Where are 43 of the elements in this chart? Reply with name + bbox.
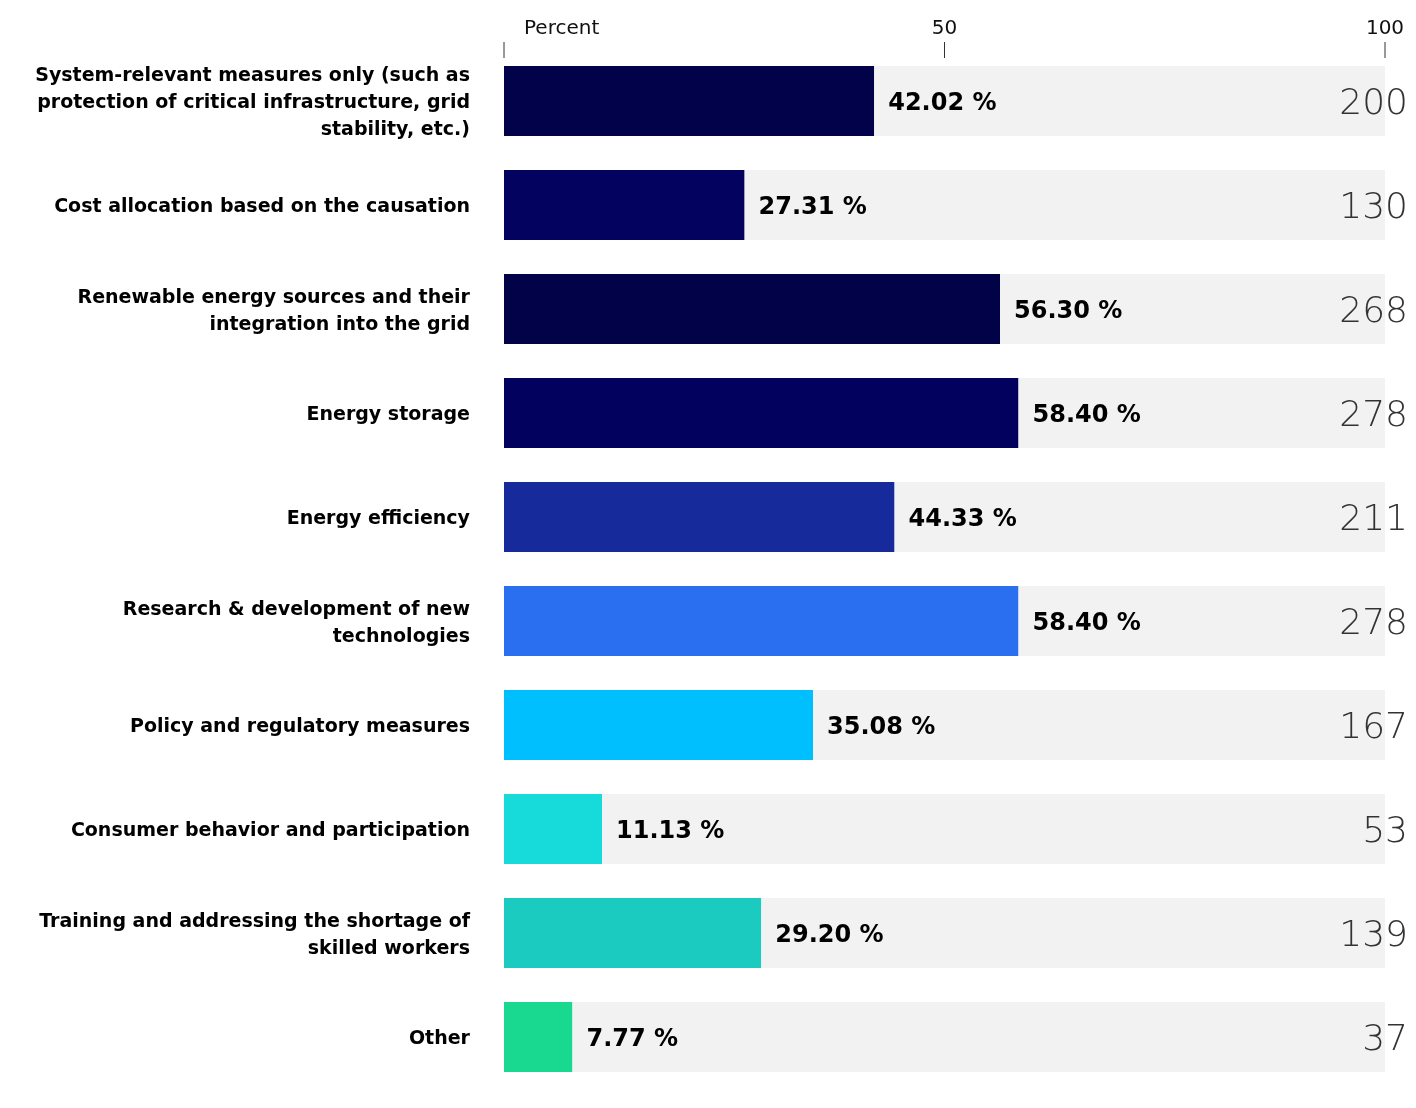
- data-label: 56.30 %: [1014, 296, 1123, 324]
- annotation: 167: [1339, 705, 1408, 746]
- annotation: 53: [1362, 809, 1408, 850]
- data-label: 42.02 %: [888, 88, 997, 116]
- bar: [504, 1002, 573, 1072]
- y-tick-label: Cost allocation based on the causation: [54, 194, 470, 216]
- y-tick-label: System-relevant measures only (such as protection of critical infrastructure, grid stability, etc.): [35, 63, 470, 139]
- x-tick-label: 100: [1365, 15, 1405, 39]
- bar: [504, 794, 603, 864]
- bar: [504, 482, 895, 552]
- bar: [504, 586, 1019, 656]
- y-tick-label: Consumer behavior and participation: [70, 818, 470, 840]
- data-label: 44.33 %: [908, 504, 1017, 532]
- data-label: 58.40 %: [1032, 400, 1141, 428]
- data-label: 58.40 %: [1032, 608, 1141, 636]
- annotation: 130: [1339, 185, 1408, 226]
- annotation: 200: [1339, 81, 1408, 122]
- annotation: 278: [1339, 393, 1408, 434]
- annotation: 278: [1339, 601, 1408, 642]
- x-axis-title: Percent: [524, 15, 600, 39]
- data-label: 27.31 %: [758, 192, 867, 220]
- y-tick-label: Policy and regulatory measures: [130, 714, 470, 736]
- bar: [504, 378, 1019, 448]
- y-tick-label: Energy efficiency: [286, 506, 471, 528]
- bar: [504, 274, 1000, 344]
- bar: [504, 690, 814, 760]
- data-label: 35.08 %: [827, 712, 936, 740]
- bar: [504, 66, 875, 136]
- bar: [504, 170, 745, 240]
- data-label: 7.77 %: [586, 1024, 679, 1052]
- y-tick-label: Renewable energy sources and their integration into the grid: [77, 284, 471, 334]
- annotation: 37: [1362, 1017, 1408, 1058]
- y-tick-label: Other: [408, 1026, 471, 1048]
- y-tick-label: Energy storage: [306, 402, 470, 424]
- bar: [504, 898, 762, 968]
- annotation: 268: [1339, 289, 1408, 330]
- annotation: 211: [1339, 497, 1408, 538]
- y-tick-label: Training and addressing the shortage of skilled workers: [39, 908, 471, 958]
- data-label: 29.20 %: [775, 920, 884, 948]
- x-tick-label: 50: [931, 15, 958, 39]
- y-tick-label: Research & development of new technologies: [122, 596, 470, 646]
- annotation: 139: [1339, 913, 1408, 954]
- data-label: 11.13 %: [616, 816, 725, 844]
